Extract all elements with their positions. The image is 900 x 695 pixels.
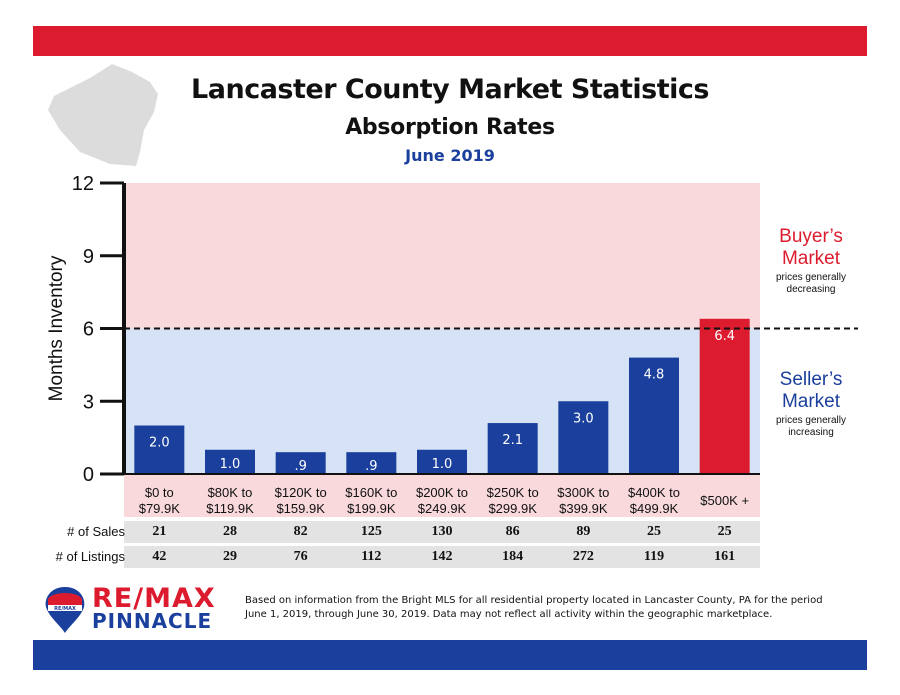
bottom-blue-band: [33, 640, 867, 670]
sales-row-label: # of Sales: [67, 524, 125, 539]
listings-row-background: [124, 546, 760, 568]
category-label-2-line1: $120K to: [275, 485, 327, 500]
y-tick-label-3: 9: [83, 246, 94, 268]
listings-row-label: # of Listings: [55, 549, 125, 564]
sales-cell-5: 86: [505, 524, 520, 539]
sales-row-background: [124, 521, 760, 543]
sellers-market-title-2: Market: [782, 391, 841, 412]
listings-cell-8: 161: [714, 549, 736, 564]
sales-cell-0: 21: [152, 524, 167, 539]
sellers-market-note-1: prices generally: [776, 415, 846, 426]
category-label-7-line2: $499.9K: [630, 501, 679, 516]
category-label-7-line1: $400K to: [628, 485, 680, 500]
page-title: Lancaster County Market Statistics: [191, 74, 709, 105]
bar-label-7: 4.8: [644, 368, 665, 383]
listings-cell-2: 76: [293, 549, 308, 564]
category-label-8: $500K +: [700, 493, 749, 508]
y-tick-label-2: 6: [83, 319, 94, 341]
remax-logo: RE/MAX RE/MAX PINNACLE: [42, 583, 222, 635]
balloon-text: RE/MAX: [54, 606, 76, 612]
listings-cell-3: 112: [361, 549, 382, 564]
y-tick-label-1: 3: [83, 391, 94, 413]
sales-cell-2: 82: [293, 524, 308, 539]
report-period: June 2019: [405, 146, 495, 165]
bar-label-3: .9: [365, 459, 377, 474]
category-label-1-line2: $119.9K: [206, 501, 254, 516]
listings-cell-7: 119: [643, 549, 665, 564]
page-subtitle: Absorption Rates: [345, 115, 555, 140]
source-footnote: Based on information from the Bright MLS…: [245, 594, 845, 622]
brand-name: RE/MAX: [92, 583, 216, 614]
bar-label-5: 2.1: [502, 433, 523, 448]
buyers-market-title-2: Market: [782, 248, 841, 269]
bar-6: [558, 401, 609, 474]
category-label-5-line2: $299.9K: [488, 501, 537, 516]
category-label-6-line2: $399.9K: [559, 501, 608, 516]
buyers-market-note-2: decreasing: [787, 284, 836, 295]
category-label-4-line1: $200K to: [416, 485, 468, 500]
listings-cell-4: 142: [431, 549, 453, 564]
sales-cell-8: 25: [717, 524, 732, 539]
y-axis-title: Months Inventory: [46, 255, 67, 401]
bar-label-2: .9: [294, 459, 306, 474]
category-label-3-line2: $199.9K: [347, 501, 396, 516]
buyers-market-note-1: prices generally: [776, 272, 846, 283]
bar-4: [417, 449, 467, 474]
bar-label-1: 1.0: [220, 457, 241, 472]
bar-5: [487, 423, 538, 474]
category-label-0-line2: $79.9K: [139, 501, 181, 516]
bar-label-6: 3.0: [573, 411, 594, 426]
sellers-market-note-2: increasing: [788, 427, 834, 438]
bar-2: [275, 452, 326, 474]
sellers-market-title-1: Seller’s: [780, 369, 843, 390]
sales-cell-4: 130: [431, 524, 453, 539]
y-tick-label-0: 0: [83, 464, 94, 486]
sales-cell-1: 28: [222, 524, 237, 539]
category-label-2-line2: $159.9K: [276, 501, 325, 516]
bar-1: [205, 449, 255, 474]
bar-0: [134, 425, 185, 474]
bar-7: [629, 357, 679, 474]
bar-label-0: 2.0: [149, 436, 170, 451]
sales-cell-3: 125: [360, 524, 382, 539]
bar-8: [699, 318, 750, 474]
listings-cell-6: 272: [572, 549, 594, 564]
balloon-icon: RE/MAX: [45, 587, 85, 633]
brand-sub: PINNACLE: [92, 609, 213, 633]
listings-cell-1: 29: [222, 549, 237, 564]
category-label-0-line1: $0 to: [145, 485, 174, 500]
listings-cell-5: 184: [502, 549, 524, 564]
buyers-zone: [124, 183, 760, 329]
bar-label-4: 1.0: [432, 457, 453, 472]
category-label-band: [124, 474, 760, 517]
county-map-icon: [48, 64, 158, 166]
bar-3: [346, 452, 397, 474]
y-tick-label-4: 12: [72, 173, 94, 195]
footnote-line-2: June 1, 2019, through June 30, 2019. Dat…: [245, 609, 773, 620]
category-label-3-line1: $160K to: [345, 485, 397, 500]
sales-cell-6: 89: [576, 524, 591, 539]
category-label-4-line2: $249.9K: [418, 501, 467, 516]
category-label-5-line1: $250K to: [487, 485, 539, 500]
buyers-market-title-1: Buyer’s: [779, 226, 843, 247]
category-label-1-line1: $80K to: [208, 485, 253, 500]
top-red-band: [33, 26, 867, 56]
footnote-line-1: Based on information from the Bright MLS…: [245, 595, 823, 606]
listings-cell-0: 42: [152, 549, 167, 564]
sales-cell-7: 25: [646, 524, 661, 539]
category-label-6-line1: $300K to: [557, 485, 609, 500]
bar-label-8: 6.4: [714, 329, 735, 344]
